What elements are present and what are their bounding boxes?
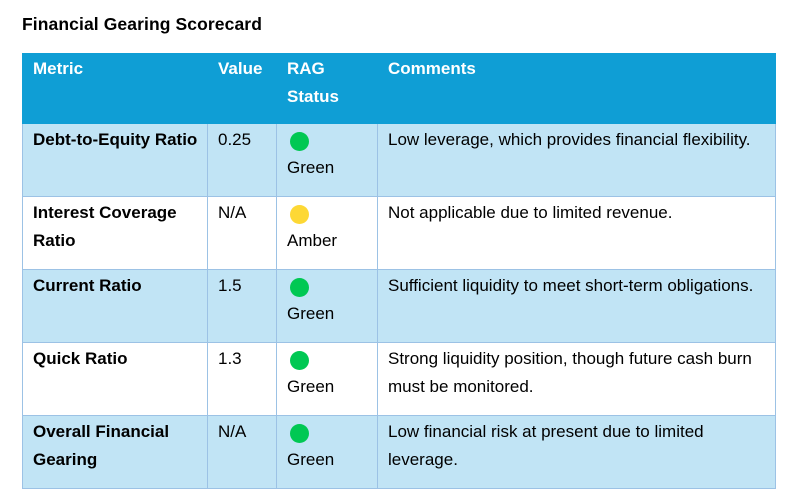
green-circle-icon xyxy=(290,278,309,297)
header-rag-status: RAG Status xyxy=(276,53,378,124)
green-circle-icon xyxy=(290,351,309,370)
document-title: Financial Gearing Scorecard xyxy=(22,14,263,34)
metric-cell: Debt-to-Equity Ratio xyxy=(22,123,208,197)
rag-status-cell: Green xyxy=(276,415,378,489)
table-row: Overall Financial Gearing N/A Green Low … xyxy=(22,415,776,489)
metric-cell: Interest Coverage Ratio xyxy=(22,196,208,270)
table-row: Current Ratio 1.5 Green Sufficient liqui… xyxy=(22,269,776,343)
rag-status-cell: Green xyxy=(276,342,378,416)
rag-status-label: Green xyxy=(287,450,335,469)
rag-status-cell: Green xyxy=(276,123,378,197)
header-comments: Comments xyxy=(377,53,776,124)
header-value: Value xyxy=(207,53,277,124)
amber-circle-icon xyxy=(290,205,309,224)
rag-status-cell: Amber xyxy=(276,196,378,270)
table-row: Interest Coverage Ratio N/A Amber Not ap… xyxy=(22,196,776,270)
comment-cell: Not applicable due to limited revenue. xyxy=(377,196,776,270)
value-cell: N/A xyxy=(207,415,277,489)
rag-status-label: Amber xyxy=(287,231,338,250)
header-metric: Metric xyxy=(22,53,208,124)
metric-cell: Overall Financial Gearing xyxy=(22,415,208,489)
value-cell: 1.3 xyxy=(207,342,277,416)
value-cell: 0.25 xyxy=(207,123,277,197)
metric-cell: Quick Ratio xyxy=(22,342,208,416)
comment-cell: Strong liquidity position, though future… xyxy=(377,342,776,416)
rag-status-label: Green xyxy=(287,377,335,396)
metric-cell: Current Ratio xyxy=(22,269,208,343)
green-circle-icon xyxy=(290,132,309,151)
table-header-row: Metric Value RAG Status Comments xyxy=(22,53,776,124)
comment-cell: Low leverage, which provides financial f… xyxy=(377,123,776,197)
rag-status-label: Green xyxy=(287,304,335,323)
comment-cell: Sufficient liquidity to meet short-term … xyxy=(377,269,776,343)
value-cell: N/A xyxy=(207,196,277,270)
table-row: Debt-to-Equity Ratio 0.25 Green Low leve… xyxy=(22,123,776,197)
table-row: Quick Ratio 1.3 Green Strong liquidity p… xyxy=(22,342,776,416)
rag-status-cell: Green xyxy=(276,269,378,343)
green-circle-icon xyxy=(290,424,309,443)
comment-cell: Low financial risk at present due to lim… xyxy=(377,415,776,489)
gearing-scorecard-table: Metric Value RAG Status Comments Debt-to… xyxy=(22,53,776,489)
value-cell: 1.5 xyxy=(207,269,277,343)
rag-status-label: Green xyxy=(287,158,335,177)
